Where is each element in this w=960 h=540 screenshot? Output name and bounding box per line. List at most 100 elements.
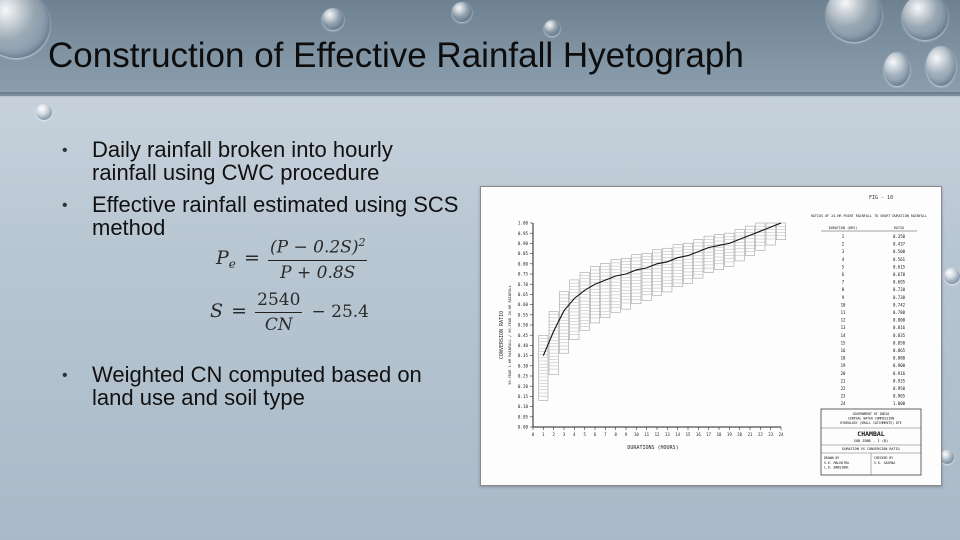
scatter-band: [559, 291, 569, 354]
table-cell-duration: 6: [842, 272, 845, 277]
table-cell-duration: 22: [841, 386, 846, 391]
scatter-band: [569, 279, 580, 340]
table-cell-duration: 23: [841, 394, 846, 399]
formula-tail: − 25.4: [311, 302, 370, 322]
scatter-band: [579, 272, 590, 331]
water-droplet: [902, 0, 948, 40]
formula-numerator: (P − 0.2S)2: [268, 236, 368, 261]
scatter-band: [734, 229, 745, 262]
y-tick-label: 0.55: [518, 312, 529, 317]
scatter-band: [724, 232, 735, 267]
y-tick-label: 0.25: [518, 374, 529, 379]
x-tick-label: 19: [727, 432, 732, 437]
y-tick-label: 0.10: [518, 404, 529, 409]
x-tick-label: 20: [737, 432, 742, 437]
table-cell-ratio: 0.742: [893, 302, 906, 307]
water-droplet: [322, 8, 344, 30]
table-cell-ratio: 0.816: [893, 325, 906, 330]
table-cell-ratio: 0.865: [893, 348, 906, 353]
info-basin: CHAMBAL: [857, 430, 884, 438]
table-header: RATIO: [894, 226, 904, 230]
x-tick-label: 4: [573, 432, 576, 437]
formula-eq: =: [244, 246, 260, 269]
info-org-line: CENTRAL WATER COMMISSION: [848, 416, 894, 420]
formula-denominator: CN: [264, 315, 293, 335]
formula-denominator: P + 0.8S: [280, 262, 356, 283]
x-tick-label: 18: [717, 432, 722, 437]
y-tick-label: 0.80: [518, 261, 529, 266]
x-tick-label: 16: [696, 432, 701, 437]
y-tick-label: 0.40: [518, 343, 529, 348]
table-cell-duration: 14: [841, 333, 846, 338]
scatter-band: [755, 222, 766, 251]
cwc-chart-figure: FIG - 10 CONVERSION RATIO 50-YEAR 1-HR R…: [480, 186, 942, 486]
table-cell-duration: 19: [841, 363, 846, 368]
bullet-item: • Effective rainfall estimated using SCS …: [62, 193, 462, 239]
x-tick-label: 22: [758, 432, 763, 437]
info-subzone: SUB ZONE - 1 (B): [854, 439, 889, 443]
table-cell-duration: 5: [842, 264, 845, 269]
table-cell-duration: 3: [842, 249, 845, 254]
formula-effective-rainfall: Pe = (P − 0.2S)2 P + 0.8S: [216, 236, 368, 283]
table-cell-ratio: 0.730: [893, 295, 906, 300]
bullet-dot: •: [62, 367, 68, 384]
table-cell-duration: 20: [841, 371, 846, 376]
y-tick-label: 0.35: [518, 353, 529, 358]
y-tick-label: 0.20: [518, 384, 529, 389]
table-cell-duration: 11: [841, 310, 846, 315]
y-axis-label: CONVERSION RATIO: [499, 311, 505, 359]
formula-retention: S = 2540 CN − 25.4: [210, 290, 369, 335]
info-drawn-name: L.R. BANSIWAL: [824, 466, 849, 470]
conversion-ratio-curve: [542, 222, 782, 356]
y-tick-label: 0.30: [518, 363, 529, 368]
info-caption: DURATION VS CONVERSION RATIO: [842, 447, 899, 451]
water-droplet: [452, 2, 472, 22]
y-tick-label: 0.45: [518, 333, 529, 338]
x-tick-label: 14: [675, 432, 680, 437]
table-cell-ratio: 0.900: [893, 363, 906, 368]
y-tick-label: 0.75: [518, 272, 529, 277]
formula-exponent: 2: [358, 236, 366, 249]
water-droplet: [940, 450, 954, 464]
y-tick-label: 0.65: [518, 292, 529, 297]
table-cell-ratio: 0.880: [893, 356, 906, 361]
figure-number: FIG - 10: [869, 195, 893, 201]
x-tick-label: 17: [706, 432, 711, 437]
x-tick-label: 6: [594, 432, 597, 437]
bullet-dot: •: [62, 142, 68, 159]
bullet-item: • Daily rainfall broken into hourly rainf…: [62, 138, 462, 184]
x-tick-label: 24: [779, 432, 784, 437]
scatter-band: [631, 254, 642, 304]
table-cell-ratio: 0.500: [893, 249, 906, 254]
x-tick-label: 10: [634, 432, 639, 437]
x-axis-label: DURATIONS (HOURS): [627, 445, 678, 451]
x-tick-label: 23: [768, 432, 773, 437]
info-checked-name: S.K. SAXENA: [874, 461, 895, 465]
info-org-line: HYDROLOGY (SMALL CATCHMENTS) DTE: [840, 421, 901, 425]
table-header: DURATION (HRS): [829, 226, 858, 230]
y-tick-label: 1.00: [518, 221, 529, 226]
bullet-list: • Daily rainfall broken into hourly rainf…: [62, 138, 462, 421]
scatter-band: [600, 263, 611, 318]
table-cell-ratio: 1.000: [893, 401, 906, 406]
scatter-band: [610, 259, 621, 313]
chart-svg: FIG - 10 CONVERSION RATIO 50-YEAR 1-HR R…: [499, 195, 927, 476]
scatter-band: [745, 225, 755, 256]
y-tick-label: 0.00: [518, 425, 529, 430]
table-cell-ratio: 0.561: [893, 257, 906, 262]
table-cell-ratio: 0.916: [893, 371, 906, 376]
scatter-band: [703, 235, 714, 273]
water-droplet: [544, 20, 560, 36]
x-tick-label: 3: [563, 432, 566, 437]
slide-title: Construction of Effective Rainfall Hyeto…: [48, 36, 744, 75]
table-cell-ratio: 0.800: [893, 318, 906, 323]
table-cell-duration: 13: [841, 325, 846, 330]
x-tick-label: 12: [655, 432, 660, 437]
table-cell-duration: 8: [842, 287, 845, 292]
formula-fraction: 2540 CN: [255, 290, 303, 335]
table-cell-duration: 2: [842, 242, 845, 247]
water-droplet: [926, 46, 956, 86]
table-cell-ratio: 0.780: [893, 310, 906, 315]
formula-lhs: P: [216, 246, 229, 269]
y-tick-label: 0.90: [518, 241, 529, 246]
